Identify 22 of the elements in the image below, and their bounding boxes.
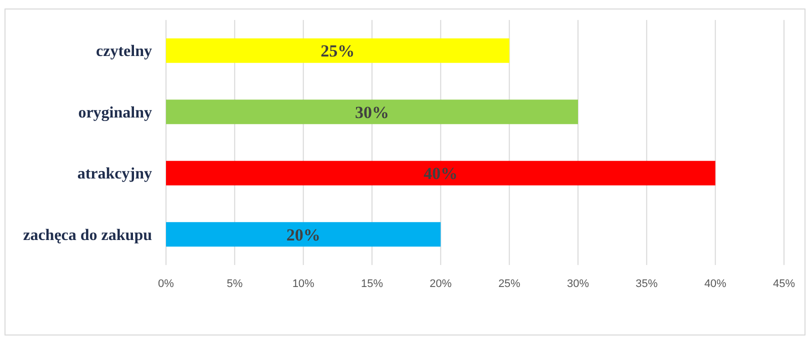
x-tick-label: 20% xyxy=(430,278,452,290)
bar xyxy=(166,100,578,124)
y-tick-label: czytelny xyxy=(96,43,152,60)
data-label: 25% xyxy=(320,42,355,61)
y-tick-label: atrakcyjny xyxy=(77,166,152,183)
x-tick-label: 0% xyxy=(158,278,174,290)
y-tick-label: oryginalny xyxy=(78,104,152,122)
bar xyxy=(166,160,716,186)
data-label: 40% xyxy=(424,164,458,184)
data-label: 20% xyxy=(286,225,320,244)
x-tick-label: 5% xyxy=(226,278,243,290)
x-tick-label: 45% xyxy=(772,278,796,290)
x-tick-label: 25% xyxy=(498,278,521,290)
bar xyxy=(166,222,441,247)
x-tick-label: 30% xyxy=(566,278,590,290)
y-tick-label: zachęca do zakupu xyxy=(23,226,152,244)
data-label: 30% xyxy=(355,102,389,122)
x-tick-label: 15% xyxy=(360,278,384,290)
bar xyxy=(166,38,510,63)
x-tick-label: 10% xyxy=(292,278,315,290)
x-tick-label: 40% xyxy=(704,278,727,290)
x-tick-label: 35% xyxy=(636,278,658,290)
